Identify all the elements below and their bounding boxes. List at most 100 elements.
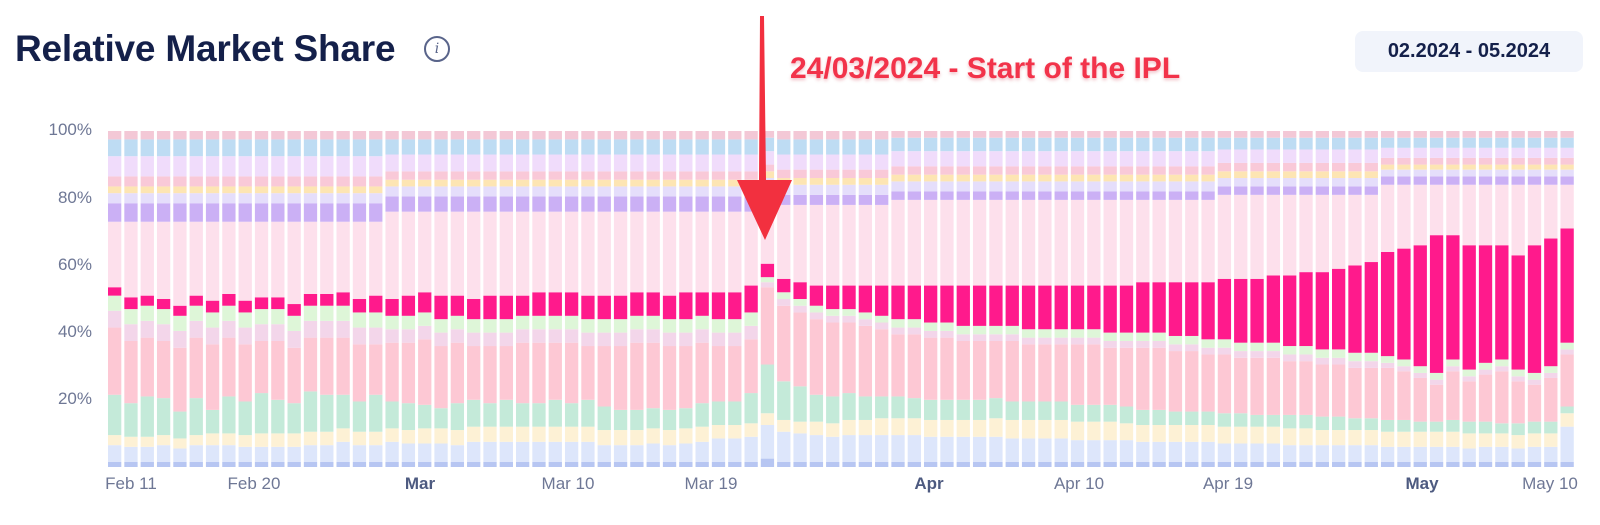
bar[interactable]: [516, 131, 530, 467]
bar[interactable]: [320, 131, 334, 467]
bar[interactable]: [842, 131, 856, 467]
bar[interactable]: [1478, 131, 1493, 467]
bar[interactable]: [401, 131, 416, 467]
bar[interactable]: [1462, 131, 1476, 467]
bar[interactable]: [1495, 131, 1509, 467]
bar[interactable]: [385, 131, 399, 467]
bar[interactable]: [1380, 131, 1395, 467]
bar[interactable]: [711, 131, 726, 467]
bar[interactable]: [1266, 131, 1281, 467]
bar[interactable]: [1511, 131, 1525, 467]
bar[interactable]: [1250, 131, 1264, 467]
bar[interactable]: [1038, 131, 1052, 467]
bar[interactable]: [630, 131, 644, 467]
bar[interactable]: [1283, 131, 1297, 467]
bar[interactable]: [1364, 131, 1378, 467]
bar[interactable]: [1560, 131, 1574, 467]
bar-segment: [679, 186, 693, 197]
bar-segment: [1250, 426, 1264, 444]
bar[interactable]: [1446, 131, 1460, 467]
bar[interactable]: [597, 131, 611, 467]
bar[interactable]: [940, 131, 954, 467]
bar[interactable]: [189, 131, 203, 467]
bar[interactable]: [450, 131, 465, 467]
bar[interactable]: [744, 131, 758, 467]
bar[interactable]: [156, 131, 171, 467]
bar[interactable]: [1136, 131, 1150, 467]
bar[interactable]: [695, 131, 709, 467]
bar[interactable]: [989, 131, 1003, 467]
bar[interactable]: [1201, 131, 1215, 467]
bar-segment: [189, 221, 203, 296]
bar[interactable]: [1234, 131, 1248, 467]
date-range-button[interactable]: 02.2024 - 05.2024: [1355, 31, 1583, 72]
bar[interactable]: [1217, 131, 1232, 467]
bar[interactable]: [1070, 131, 1085, 467]
bar[interactable]: [140, 131, 154, 467]
bar[interactable]: [1527, 131, 1542, 467]
bar[interactable]: [287, 131, 301, 467]
bar[interactable]: [1005, 131, 1019, 467]
bar[interactable]: [205, 131, 220, 467]
bar[interactable]: [1332, 131, 1346, 467]
bar[interactable]: [793, 131, 807, 467]
bar[interactable]: [1544, 131, 1558, 467]
bar[interactable]: [907, 131, 921, 467]
bar[interactable]: [548, 131, 562, 467]
bar-segment: [1038, 174, 1052, 182]
bar[interactable]: [532, 131, 546, 467]
bar[interactable]: [613, 131, 628, 467]
bar-segment: [108, 394, 122, 436]
bar[interactable]: [1348, 131, 1362, 467]
bar-segment: [842, 461, 856, 467]
bar[interactable]: [1413, 131, 1427, 467]
info-circle-icon[interactable]: i: [424, 36, 450, 62]
bar[interactable]: [1021, 131, 1036, 467]
bar[interactable]: [483, 131, 497, 467]
bar[interactable]: [467, 131, 481, 467]
bar[interactable]: [124, 131, 138, 467]
bar-segment: [646, 428, 660, 444]
bar[interactable]: [679, 131, 693, 467]
bar[interactable]: [581, 131, 595, 467]
bar[interactable]: [352, 131, 367, 467]
bar[interactable]: [434, 131, 448, 467]
bar[interactable]: [238, 131, 252, 467]
bar[interactable]: [173, 131, 187, 467]
bar[interactable]: [254, 131, 269, 467]
bar[interactable]: [1152, 131, 1166, 467]
bar[interactable]: [1087, 131, 1101, 467]
bar[interactable]: [222, 131, 236, 467]
bar[interactable]: [108, 131, 122, 467]
bar[interactable]: [777, 131, 791, 467]
bar[interactable]: [564, 131, 579, 467]
bar[interactable]: [271, 131, 285, 467]
bar[interactable]: [891, 131, 905, 467]
bar[interactable]: [1119, 131, 1134, 467]
bar[interactable]: [826, 131, 840, 467]
bar[interactable]: [303, 131, 318, 467]
bar[interactable]: [1168, 131, 1183, 467]
bar[interactable]: [418, 131, 432, 467]
bar[interactable]: [1299, 131, 1313, 467]
bar-segment: [450, 139, 465, 155]
bar[interactable]: [728, 131, 742, 467]
bar-segment: [711, 332, 726, 347]
bar[interactable]: [1103, 131, 1117, 467]
bar[interactable]: [956, 131, 970, 467]
bar[interactable]: [369, 131, 383, 467]
bar[interactable]: [858, 131, 873, 467]
bar[interactable]: [809, 131, 824, 467]
bar[interactable]: [1054, 131, 1068, 467]
bar[interactable]: [1315, 131, 1329, 467]
bar[interactable]: [1185, 131, 1199, 467]
bar[interactable]: [336, 131, 350, 467]
bar[interactable]: [875, 131, 889, 467]
bar[interactable]: [646, 131, 660, 467]
bar[interactable]: [662, 131, 677, 467]
bar[interactable]: [924, 131, 938, 467]
bar[interactable]: [499, 131, 513, 467]
bar[interactable]: [972, 131, 987, 467]
bar[interactable]: [1429, 131, 1444, 467]
bar[interactable]: [1397, 131, 1411, 467]
